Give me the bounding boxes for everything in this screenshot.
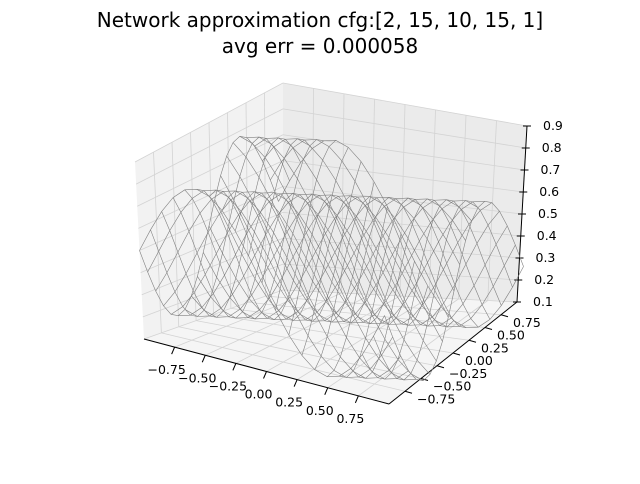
surface-mesh-line [147, 189, 393, 378]
x-tick-label: 0.75 [336, 411, 364, 426]
surface-mesh-line [197, 195, 443, 342]
z-tick-label: 0.9 [543, 118, 563, 133]
surface-mesh-line [170, 192, 417, 381]
surface-mesh-line [254, 137, 500, 326]
z-axis-line [516, 125, 528, 303]
surface-mesh-line [139, 189, 385, 377]
chart-subtitle: avg err = 0.000058 [221, 34, 419, 58]
y-tick-label: −0.50 [433, 379, 471, 394]
z-tick-label: 0.7 [541, 162, 561, 177]
z-tick-label: 0.2 [534, 272, 554, 287]
z-gridline [282, 263, 519, 281]
y-gridline [161, 332, 406, 392]
surface-mesh-line [208, 197, 455, 320]
z-tick-label: 0.3 [536, 250, 556, 265]
y-tick [404, 390, 413, 394]
z-gridline [134, 82, 284, 163]
surface-mesh-line [155, 190, 401, 379]
z-gridline [141, 237, 284, 296]
surface-mesh-line [220, 175, 466, 322]
x-tick-label: 0.50 [306, 403, 334, 418]
x-tick-label: −0.50 [178, 370, 216, 385]
z-gridline [137, 134, 284, 207]
x-tick-label: −0.25 [209, 378, 247, 393]
surface-mesh-line [262, 138, 508, 327]
y-tick [452, 352, 461, 356]
z-gridline [143, 289, 284, 340]
surface-mesh-line [178, 193, 424, 381]
x-tick [263, 371, 267, 379]
z-gridline [139, 186, 284, 251]
y-tick-label: 0.00 [465, 353, 493, 368]
z-gridline [282, 82, 528, 127]
x-tick [324, 387, 329, 395]
z-tick-label: 0.6 [539, 184, 559, 199]
back-pane [283, 83, 527, 302]
x-tick [201, 355, 206, 363]
surface-mesh-line [239, 136, 485, 324]
z-tick-label: 0.5 [538, 206, 558, 221]
x-tick [171, 346, 176, 355]
y-tick-label: −0.25 [449, 366, 487, 381]
y-tick [484, 327, 493, 330]
surface-mesh-line [203, 196, 449, 320]
x-tick [354, 395, 359, 404]
z-gridline [282, 211, 521, 237]
z-gridline [142, 263, 284, 318]
y-gridline [230, 307, 470, 341]
y-axis-line [388, 301, 518, 405]
surface-mesh-line [270, 139, 516, 328]
z-gridline [138, 160, 284, 229]
y-tick-label: 0.50 [497, 328, 525, 343]
y-gridline [265, 295, 502, 316]
surface-mesh-line [232, 142, 479, 324]
x-tick [293, 379, 298, 387]
z-gridline [282, 108, 526, 149]
surface-mesh-line [214, 197, 460, 321]
z-tick-label: 0.4 [537, 228, 557, 243]
y-tick [468, 339, 477, 343]
y-tick-label: 0.25 [481, 340, 509, 355]
surface-mesh-line [246, 136, 493, 325]
z-tick-label: 0.1 [533, 294, 553, 309]
x-tick [232, 363, 237, 371]
y-tick [500, 314, 509, 318]
x-tick-label: 0.00 [245, 387, 273, 402]
x-tick-label: 0.25 [275, 395, 303, 410]
y-tick-label: −0.75 [417, 391, 455, 406]
surface-mesh-line [278, 140, 524, 328]
y-tick-label: 0.75 [513, 315, 541, 330]
z-gridline [282, 160, 524, 193]
surface-mesh-line [191, 194, 437, 362]
x-tick-label: −0.75 [147, 362, 185, 377]
y-gridline [248, 301, 486, 328]
chart-title: Network approximation cfg:[2, 15, 10, 15… [96, 8, 544, 32]
z-tick-label: 0.8 [542, 140, 562, 155]
y-tick [436, 365, 445, 369]
y-gridline [213, 314, 454, 354]
surface-mesh-line [184, 193, 431, 375]
z-gridline [135, 108, 284, 185]
z-gridline [282, 237, 520, 259]
x-axis-line [143, 338, 390, 405]
